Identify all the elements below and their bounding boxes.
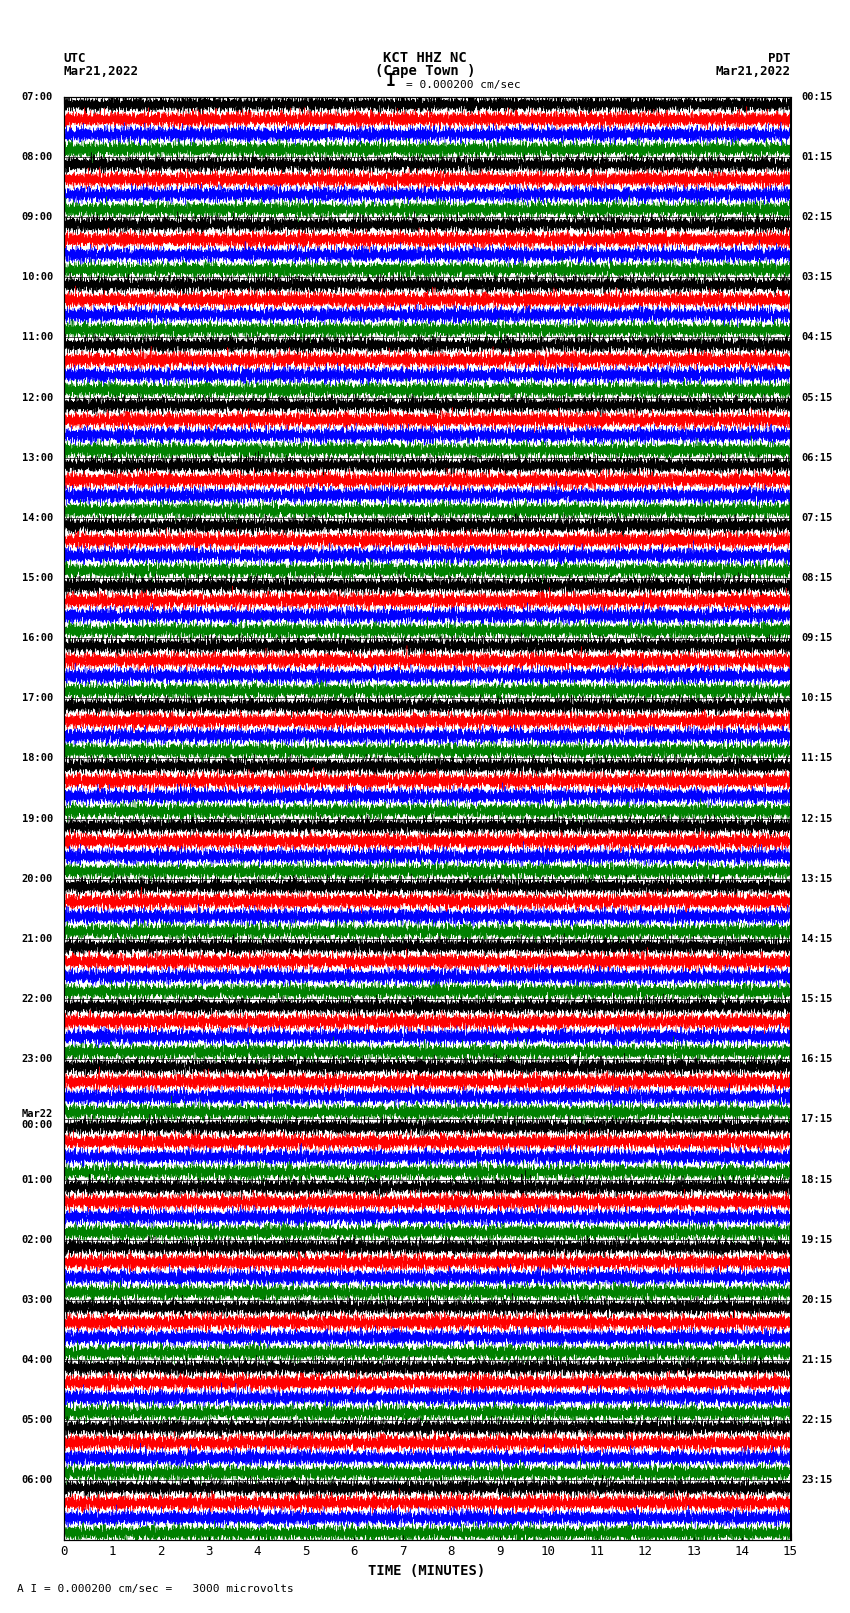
Text: (Cape Town ): (Cape Town )	[375, 65, 475, 77]
Text: = 0.000200 cm/sec: = 0.000200 cm/sec	[406, 81, 521, 90]
Text: 07:15: 07:15	[802, 513, 832, 523]
Text: 09:15: 09:15	[802, 634, 832, 644]
Text: 00:15: 00:15	[802, 92, 832, 102]
Text: 22:15: 22:15	[802, 1415, 832, 1426]
Text: 16:15: 16:15	[802, 1055, 832, 1065]
Text: 03:00: 03:00	[22, 1295, 53, 1305]
Text: KCT HHZ NC: KCT HHZ NC	[383, 52, 467, 65]
Text: Mar22
00:00: Mar22 00:00	[22, 1108, 53, 1131]
Text: 22:00: 22:00	[22, 994, 53, 1003]
Text: 14:00: 14:00	[22, 513, 53, 523]
Text: 06:15: 06:15	[802, 453, 832, 463]
Text: UTC: UTC	[64, 52, 86, 65]
Text: 18:00: 18:00	[22, 753, 53, 763]
Text: 23:15: 23:15	[802, 1476, 832, 1486]
Text: 11:00: 11:00	[22, 332, 53, 342]
Text: 19:15: 19:15	[802, 1234, 832, 1245]
Text: 12:00: 12:00	[22, 392, 53, 403]
Text: 21:15: 21:15	[802, 1355, 832, 1365]
Text: 01:15: 01:15	[802, 152, 832, 161]
Text: 04:15: 04:15	[802, 332, 832, 342]
Text: 17:00: 17:00	[22, 694, 53, 703]
Text: 11:15: 11:15	[802, 753, 832, 763]
Text: 04:00: 04:00	[22, 1355, 53, 1365]
Text: 05:00: 05:00	[22, 1415, 53, 1426]
Text: 01:00: 01:00	[22, 1174, 53, 1184]
Text: 08:15: 08:15	[802, 573, 832, 582]
Text: 18:15: 18:15	[802, 1174, 832, 1184]
Text: Mar21,2022: Mar21,2022	[716, 65, 790, 77]
Text: 16:00: 16:00	[22, 634, 53, 644]
Text: 15:00: 15:00	[22, 573, 53, 582]
Text: 17:15: 17:15	[802, 1115, 832, 1124]
Text: 08:00: 08:00	[22, 152, 53, 161]
Text: 14:15: 14:15	[802, 934, 832, 944]
Text: I: I	[386, 73, 396, 90]
Text: 15:15: 15:15	[802, 994, 832, 1003]
Text: 13:00: 13:00	[22, 453, 53, 463]
Text: 10:15: 10:15	[802, 694, 832, 703]
Text: A I = 0.000200 cm/sec =   3000 microvolts: A I = 0.000200 cm/sec = 3000 microvolts	[17, 1584, 294, 1594]
Text: 12:15: 12:15	[802, 813, 832, 824]
Text: 07:00: 07:00	[22, 92, 53, 102]
Text: 03:15: 03:15	[802, 273, 832, 282]
Text: 20:15: 20:15	[802, 1295, 832, 1305]
Text: 13:15: 13:15	[802, 874, 832, 884]
Text: 10:00: 10:00	[22, 273, 53, 282]
X-axis label: TIME (MINUTES): TIME (MINUTES)	[369, 1565, 485, 1578]
Text: 06:00: 06:00	[22, 1476, 53, 1486]
Text: 19:00: 19:00	[22, 813, 53, 824]
Text: 20:00: 20:00	[22, 874, 53, 884]
Text: Mar21,2022: Mar21,2022	[64, 65, 139, 77]
Text: 23:00: 23:00	[22, 1055, 53, 1065]
Text: 02:00: 02:00	[22, 1234, 53, 1245]
Text: PDT: PDT	[768, 52, 790, 65]
Text: 02:15: 02:15	[802, 211, 832, 223]
Text: 21:00: 21:00	[22, 934, 53, 944]
Text: 05:15: 05:15	[802, 392, 832, 403]
Text: 09:00: 09:00	[22, 211, 53, 223]
